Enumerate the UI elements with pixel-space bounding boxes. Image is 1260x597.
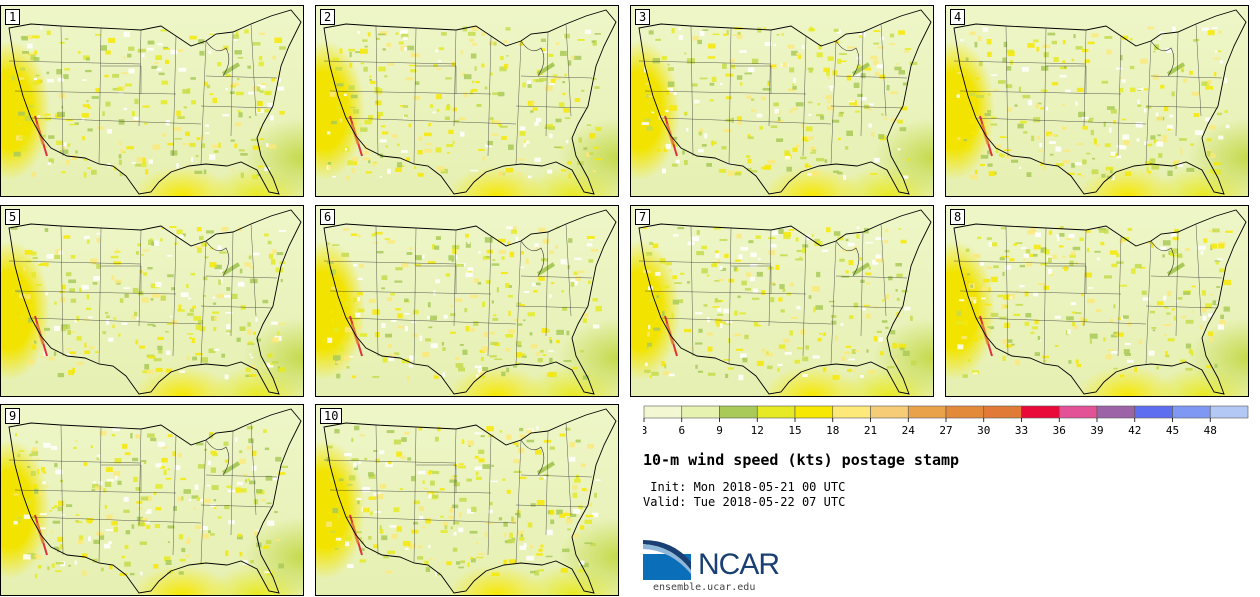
member-number-label: 2: [320, 9, 336, 25]
us-map: [323, 408, 617, 594]
us-map: [323, 209, 617, 395]
init-time: Init: Mon 2018-05-21 00 UTC: [643, 480, 846, 494]
us-map: [638, 9, 932, 195]
postage-stamp-map: 8: [945, 205, 1249, 397]
colorbar-segment: [681, 405, 720, 419]
member-number-label: 4: [950, 9, 966, 25]
colorbar-tick-label: 27: [939, 424, 952, 437]
colorbar-segment: [1096, 405, 1136, 419]
colorbar-tick-label: 9: [716, 424, 723, 437]
logo-url: ensemble.ucar.edu: [653, 582, 756, 593]
us-map: [8, 209, 302, 395]
colorbar-segment: [983, 405, 1022, 419]
postage-stamp-map: 4: [945, 5, 1249, 197]
colorbar-segment: [643, 405, 683, 419]
colorbar-segment: [945, 405, 985, 419]
member-number-label: 6: [320, 209, 336, 225]
postage-stamp-map: 2: [315, 5, 619, 197]
postage-stamp-map: 5: [0, 205, 304, 397]
colorbar-tick-label: 33: [1015, 424, 1028, 437]
colorbar-tick-label: 12: [751, 424, 764, 437]
colorbar-segment: [832, 405, 871, 419]
us-map: [953, 9, 1247, 195]
colorbar: 3 6 9 12 15 18 21 24 27 30 33 36 39 42 45 48: [643, 405, 1249, 437]
colorbar-tick-label: 39: [1090, 424, 1103, 437]
member-number-label: 10: [320, 408, 343, 424]
postage-stamp-map: 3: [630, 5, 934, 197]
colorbar-tick-label: 21: [864, 424, 877, 437]
member-number-label: 1: [5, 9, 21, 25]
colorbar-tick-label: 15: [788, 424, 801, 437]
colorbar-tick-label: 48: [1204, 424, 1217, 437]
colorbar-segment: [907, 405, 947, 419]
colorbar-segment: [870, 405, 909, 419]
ncar-logo-text: NCAR: [698, 548, 780, 581]
member-number-label: 8: [950, 209, 966, 225]
colorbar-tick-label: 18: [826, 424, 839, 437]
colorbar-tick-label: 3: [643, 424, 647, 437]
ncar-logo-icon: [643, 540, 691, 580]
us-map: [8, 9, 302, 195]
colorbar-tick-label: 6: [678, 424, 685, 437]
colorbar-tick-label: 24: [902, 424, 916, 437]
member-number-label: 5: [5, 209, 21, 225]
colorbar-segment: [1172, 405, 1211, 419]
colorbar-segment: [1021, 405, 1060, 419]
colorbar-tick-label: 42: [1128, 424, 1141, 437]
member-number-label: 9: [5, 408, 21, 424]
colorbar-segment: [1134, 405, 1173, 419]
colorbar-segment: [1058, 405, 1098, 419]
valid-time: Valid: Tue 2018-05-22 07 UTC: [643, 495, 846, 509]
colorbar-segment: [1209, 405, 1249, 419]
colorbar-segment: [719, 405, 758, 419]
colorbar-segment: [794, 405, 834, 419]
us-map: [638, 209, 932, 395]
us-map: [323, 9, 617, 195]
postage-stamp-map: 1: [0, 5, 304, 197]
colorbar-tick-label: 45: [1166, 424, 1179, 437]
postage-stamp-map: 9: [0, 404, 304, 596]
member-number-label: 7: [635, 209, 651, 225]
us-map: [8, 408, 302, 594]
postage-stamp-map: 10: [315, 404, 619, 596]
chart-title: 10-m wind speed (kts) postage stamp: [643, 451, 960, 469]
colorbar-tick-label: 30: [977, 424, 990, 437]
us-map: [953, 209, 1247, 395]
postage-stamp-map: 7: [630, 205, 934, 397]
colorbar-tick-label: 36: [1053, 424, 1066, 437]
member-number-label: 3: [635, 9, 651, 25]
colorbar-segment: [756, 405, 796, 419]
postage-stamp-map: 6: [315, 205, 619, 397]
